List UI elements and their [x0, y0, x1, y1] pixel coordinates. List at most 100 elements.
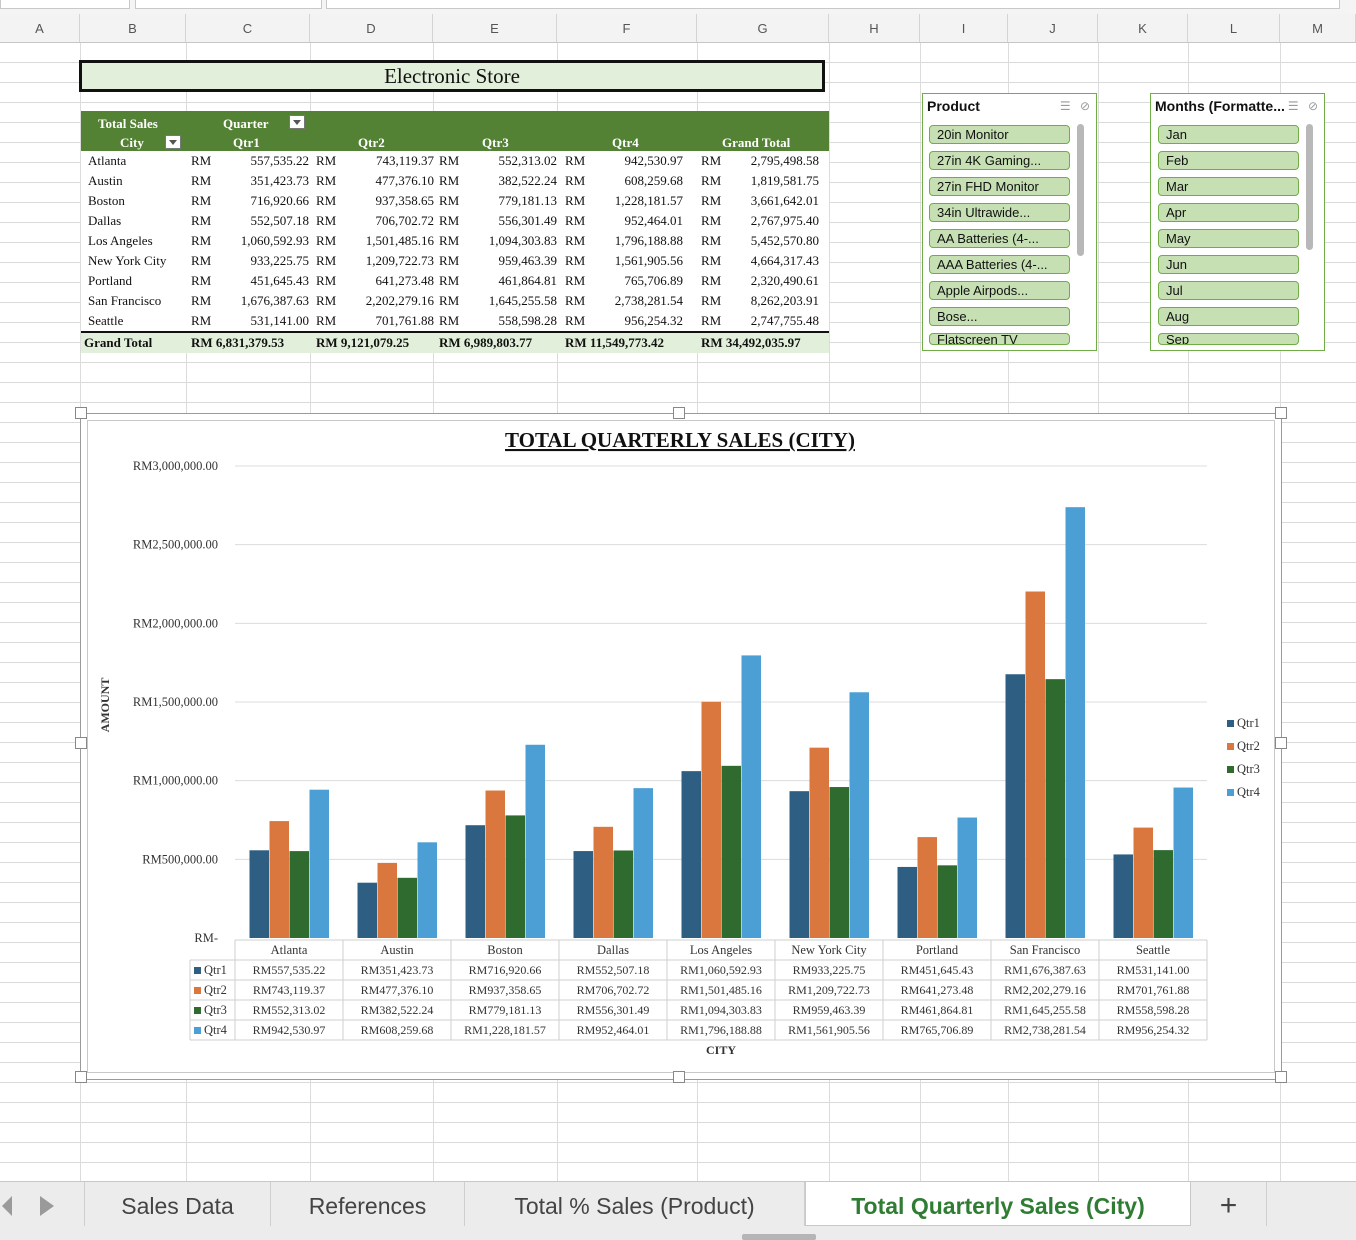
bar-qtr2[interactable] [377, 862, 398, 938]
bar-qtr1[interactable] [789, 791, 810, 938]
bar-qtr1[interactable] [465, 825, 486, 938]
bar-qtr2[interactable] [917, 837, 938, 938]
clear-filter-icon[interactable]: ⊘ [1079, 99, 1090, 113]
prev-sheet-arrow-icon[interactable] [2, 1196, 12, 1216]
bar-qtr3[interactable] [289, 851, 310, 938]
bar-qtr4[interactable] [1173, 787, 1194, 938]
chart-resize-handle[interactable] [75, 1071, 87, 1083]
chart-resize-handle[interactable] [75, 407, 87, 419]
months-slicer-item[interactable]: Aug [1158, 307, 1299, 326]
product-slicer-item[interactable]: Apple Airpods... [929, 281, 1070, 300]
bar-qtr4[interactable] [309, 789, 330, 938]
bar-qtr1[interactable] [249, 850, 270, 938]
chart-resize-handle[interactable] [673, 1071, 685, 1083]
bar-qtr2[interactable] [485, 790, 506, 938]
tab-total-percent-sales-product[interactable]: Total % Sales (Product) [465, 1182, 805, 1226]
column-header-l[interactable]: L [1188, 14, 1280, 42]
column-header-m[interactable]: M [1280, 14, 1356, 42]
product-slicer-item[interactable]: Bose... [929, 307, 1070, 326]
chart-resize-handle[interactable] [75, 737, 87, 749]
pivot-row[interactable]: Atlanta RM 557,535.22 RM 743,119.37 RM 552,313… [81, 151, 829, 171]
column-header-i[interactable]: I [920, 14, 1008, 42]
column-header-c[interactable]: C [186, 14, 310, 42]
quarterly-sales-chart[interactable]: TOTAL QUARTERLY SALES (CITY) RM- RM500,000… [80, 413, 1280, 1078]
column-header-d[interactable]: D [310, 14, 433, 42]
bar-qtr1[interactable] [897, 866, 918, 938]
quarter-filter-dropdown[interactable] [289, 115, 305, 129]
city-filter-dropdown[interactable] [165, 135, 181, 149]
bar-qtr3[interactable] [721, 765, 742, 938]
product-slicer-item[interactable]: AAA Batteries (4-... [929, 255, 1070, 274]
product-slicer-item[interactable]: 34in Ultrawide... [929, 203, 1070, 222]
bar-qtr4[interactable] [849, 692, 870, 938]
product-slicer-scrollbar[interactable] [1077, 124, 1084, 256]
chart-resize-handle[interactable] [673, 407, 685, 419]
bar-qtr4[interactable] [1065, 507, 1086, 938]
bar-qtr3[interactable] [505, 815, 526, 938]
bar-qtr1[interactable] [357, 882, 378, 938]
bar-qtr3[interactable] [937, 865, 958, 938]
months-slicer-item[interactable]: Jun [1158, 255, 1299, 274]
horizontal-scrollbar[interactable] [742, 1234, 816, 1240]
pivot-row[interactable]: Los Angeles RM 1,060,592.93 RM 1,501,485.16 R… [81, 231, 829, 251]
column-header-f[interactable]: F [557, 14, 697, 42]
column-header-a[interactable]: A [0, 14, 80, 42]
tab-references[interactable]: References [271, 1182, 465, 1226]
bar-qtr2[interactable] [269, 821, 290, 938]
add-sheet-button[interactable]: + [1191, 1182, 1267, 1226]
clear-filter-icon[interactable]: ⊘ [1307, 99, 1318, 113]
column-header-e[interactable]: E [433, 14, 557, 42]
multi-select-icon[interactable]: ☰ [1059, 99, 1071, 113]
chart-resize-handle[interactable] [1275, 407, 1287, 419]
bar-qtr3[interactable] [1045, 679, 1066, 938]
store-title[interactable]: Electronic Store [79, 60, 825, 92]
bar-qtr1[interactable] [681, 771, 702, 938]
formula-input[interactable] [326, 0, 1340, 9]
pivot-row[interactable]: Dallas RM 552,507.18 RM 706,702.72 RM 556,301.… [81, 211, 829, 231]
bar-qtr3[interactable] [829, 787, 850, 938]
bar-qtr2[interactable] [593, 826, 614, 938]
column-header-b[interactable]: B [80, 14, 186, 42]
pivot-table[interactable]: Total Sales Quarter City Qtr1 Qtr2 Qtr3 … [81, 111, 829, 353]
product-slicer-item[interactable]: 27in FHD Monitor [929, 177, 1070, 196]
bar-qtr4[interactable] [741, 655, 762, 938]
months-slicer-item[interactable]: May [1158, 229, 1299, 248]
column-header-h[interactable]: H [829, 14, 920, 42]
bar-qtr2[interactable] [809, 747, 830, 938]
column-header-j[interactable]: J [1008, 14, 1098, 42]
months-slicer-item[interactable]: Mar [1158, 177, 1299, 196]
product-slicer-item[interactable]: 27in 4K Gaming... [929, 151, 1070, 170]
pivot-row[interactable]: Portland RM 451,645.43 RM 641,273.48 RM 461,86… [81, 271, 829, 291]
bar-qtr4[interactable] [525, 744, 546, 938]
bar-qtr1[interactable] [1113, 854, 1134, 938]
bar-qtr3[interactable] [1153, 850, 1174, 938]
pivot-row[interactable]: New York City RM 933,225.75 RM 1,209,722.73 R… [81, 251, 829, 271]
product-slicer-item[interactable]: AA Batteries (4-... [929, 229, 1070, 248]
tab-sales-data[interactable]: Sales Data [84, 1182, 271, 1226]
formula-box[interactable] [135, 0, 322, 9]
pivot-row[interactable]: Austin RM 351,423.73 RM 477,376.10 RM 382,522.… [81, 171, 829, 191]
name-box[interactable] [0, 0, 130, 9]
bar-qtr4[interactable] [633, 788, 654, 938]
months-slicer[interactable]: Months (Formatte... ☰ ⊘ Jan Feb Mar Apr May J… [1150, 93, 1325, 351]
bar-qtr3[interactable] [397, 877, 418, 938]
tab-total-quarterly-sales-city[interactable]: Total Quarterly Sales (City) [805, 1182, 1191, 1226]
months-slicer-item[interactable]: Jul [1158, 281, 1299, 300]
bar-qtr2[interactable] [701, 701, 722, 938]
bar-qtr3[interactable] [613, 850, 634, 938]
product-slicer-item[interactable]: Flatscreen TV [929, 333, 1070, 345]
months-slicer-item[interactable]: Jan [1158, 125, 1299, 144]
next-sheet-arrow-icon[interactable] [40, 1196, 54, 1216]
product-slicer-item[interactable]: 20in Monitor [929, 125, 1070, 144]
product-slicer[interactable]: Product ☰ ⊘ 20in Monitor 27in 4K Gaming..… [922, 93, 1097, 351]
chart-resize-handle[interactable] [1275, 1071, 1287, 1083]
chart-resize-handle[interactable] [1275, 737, 1287, 749]
pivot-row[interactable]: Seattle RM 531,141.00 RM 701,761.88 RM 558,598… [81, 311, 829, 331]
months-slicer-item[interactable]: Apr [1158, 203, 1299, 222]
multi-select-icon[interactable]: ☰ [1287, 99, 1299, 113]
months-slicer-scrollbar[interactable] [1306, 124, 1313, 250]
bar-qtr4[interactable] [417, 842, 438, 938]
months-slicer-item[interactable]: Sep [1158, 333, 1299, 345]
bar-qtr2[interactable] [1133, 827, 1154, 938]
pivot-row[interactable]: San Francisco RM 1,676,387.63 RM 2,202,279.1… [81, 291, 829, 311]
